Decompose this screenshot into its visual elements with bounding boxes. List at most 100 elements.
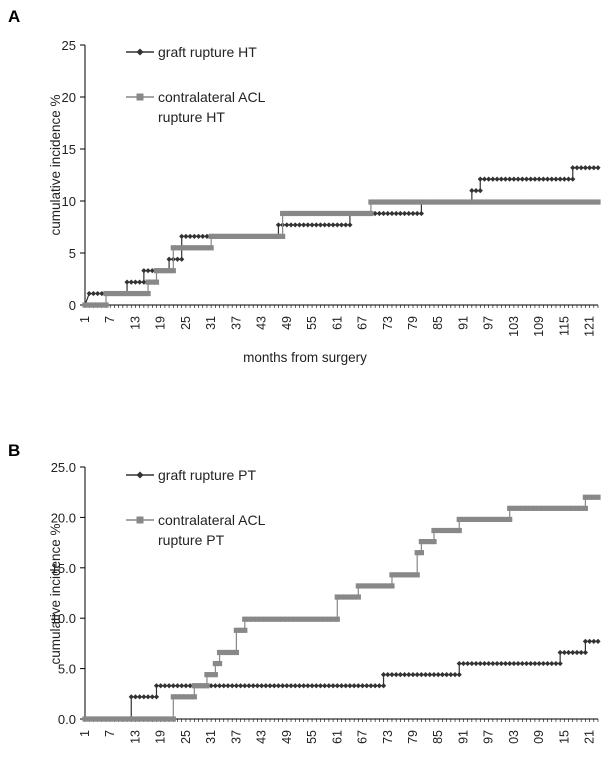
data-point [439,199,446,205]
data-point [174,256,181,262]
data-point [242,233,248,239]
y-tick-label: 25.0 [51,460,76,475]
data-point [233,683,239,689]
data-point [401,210,408,217]
data-point [158,716,164,722]
data-point [557,660,563,667]
data-point [465,660,471,667]
data-point [481,199,488,205]
data-point [494,516,500,523]
data-point [519,505,525,511]
data-point [414,572,420,578]
data-point [515,660,521,667]
data-point [427,672,433,678]
data-point [570,176,576,182]
data-point [456,527,462,534]
data-point [490,516,496,523]
data-point [174,245,181,251]
data-point [124,290,130,297]
data-point [452,199,458,205]
data-point [494,176,500,182]
data-point [301,683,307,689]
data-point [263,233,269,239]
data-point [170,716,176,722]
data-point [296,210,303,217]
data-point [540,199,546,205]
data-point [174,694,181,700]
data-point [456,672,462,678]
data-point [401,672,408,678]
data-point [582,505,588,511]
data-point [317,616,324,622]
data-point [153,716,160,722]
data-point [208,683,214,689]
data-point [132,279,139,285]
data-point [406,210,412,217]
data-point [532,176,538,182]
data-point [565,505,572,511]
data-point [132,716,139,722]
data-point [326,222,332,228]
data-point [271,233,277,239]
data-point [116,716,122,722]
data-point [82,716,88,722]
data-point [549,199,555,205]
data-point [166,716,172,722]
data-point [82,302,88,308]
data-point [233,233,239,239]
series-graft-rupture [82,638,601,722]
y-tick-label: 10 [62,194,76,209]
data-point [380,683,387,689]
data-point [351,594,357,600]
data-point [250,233,256,239]
data-point [162,683,168,689]
data-point [553,505,559,511]
x-tick-label: 91 [456,316,470,330]
data-point [380,199,387,205]
data-point [334,594,340,600]
data-point [305,616,311,622]
data-point [275,683,282,689]
data-point [309,616,315,622]
data-point [191,694,197,700]
x-tick-label: 25 [179,316,193,330]
data-point [422,538,429,545]
data-point [389,583,395,589]
x-tick-label: 43 [255,316,269,330]
data-point [515,199,521,205]
data-point [141,290,147,297]
data-point [124,716,130,722]
data-point [280,210,286,217]
data-point [183,233,189,239]
data-point [288,210,294,217]
data-point [149,268,155,274]
data-point [570,505,576,511]
data-point [200,245,206,251]
panel-letter-b: B [8,441,20,460]
data-point [469,188,475,194]
data-point [507,199,513,205]
data-point [439,527,446,534]
data-point [280,233,286,239]
data-point [561,176,567,182]
data-point [103,716,109,722]
data-point [465,199,471,205]
data-point [477,516,483,523]
data-point [549,505,555,511]
data-point [322,683,328,689]
data-point [183,694,189,700]
data-point [364,210,370,217]
panel-b-legend: graft rupture PT contralateral ACL rupture… [126,467,266,548]
data-point [582,494,588,500]
data-point [99,290,105,297]
data-point [561,199,567,205]
data-point [301,210,307,217]
data-point [473,516,479,523]
x-tick-label: 21 [583,730,597,744]
x-tick-label: 73 [381,730,395,744]
x-tick-label: 121 [583,316,597,337]
legend-label: graft rupture PT [158,467,256,483]
legend-marker [136,516,144,524]
x-tick-label: 91 [456,730,470,744]
data-point [431,527,437,534]
